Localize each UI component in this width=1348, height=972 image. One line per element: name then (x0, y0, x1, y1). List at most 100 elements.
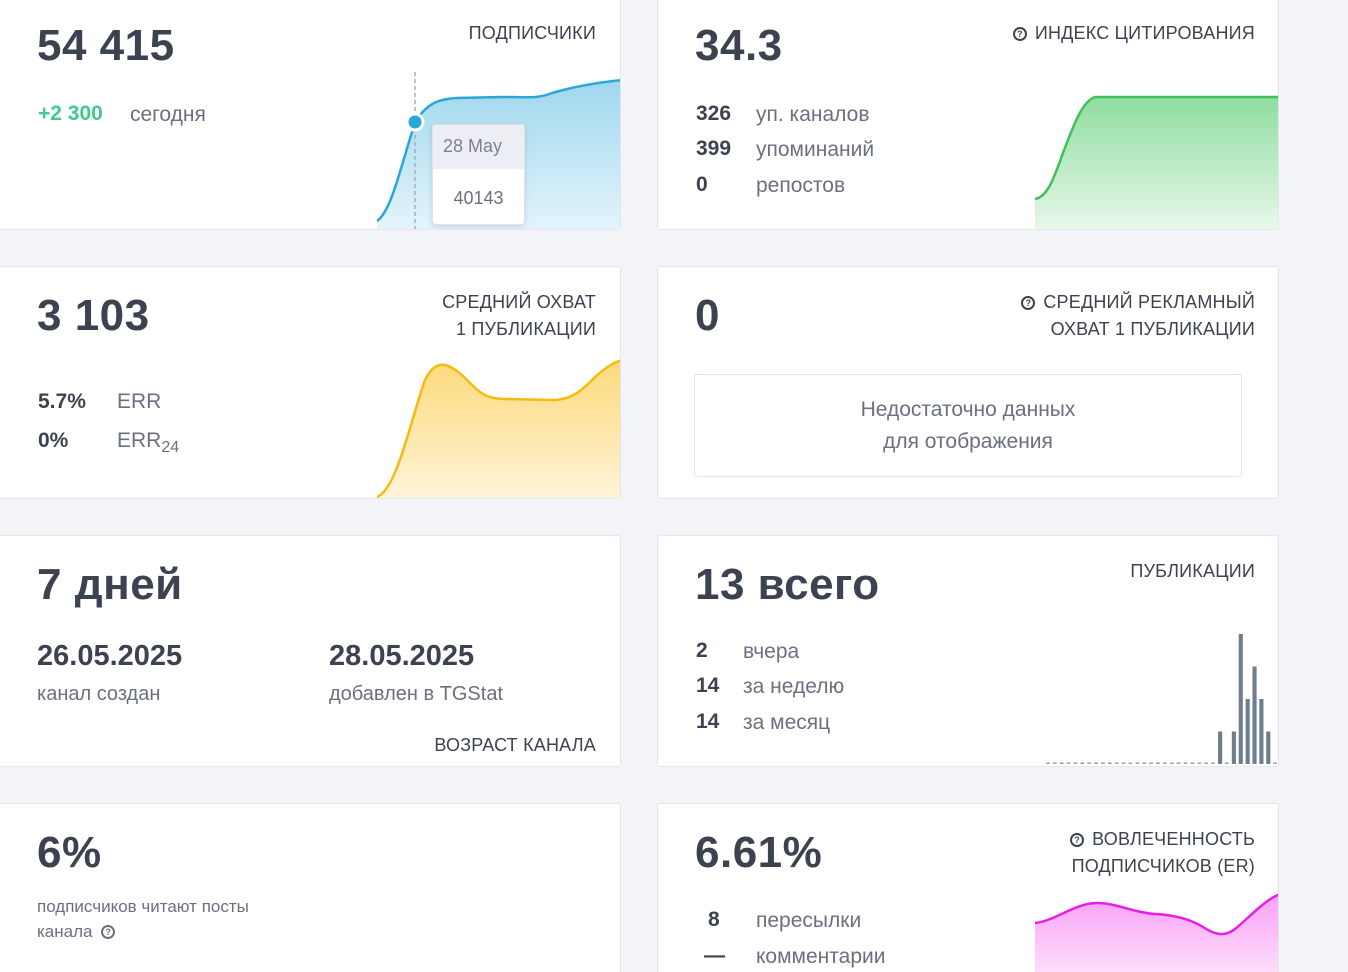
publications-chart[interactable] (1040, 628, 1279, 767)
citation-row-num: 399 (696, 137, 732, 160)
added-date: 28.05.2025 (329, 640, 475, 672)
bar (1066, 762, 1071, 764)
no-data-line1: Недостаточно данных (860, 398, 1076, 421)
publications-row-num: 2 (696, 639, 708, 662)
citation-label: ? ИНДЕКС ЦИТИРОВАНИЯ (1012, 20, 1255, 47)
subscribers-label: ПОДПИСЧИКИ (468, 23, 596, 43)
citation-row-text: репостов (756, 174, 846, 197)
engagement-row-text: пересылки (756, 909, 862, 932)
bar (1135, 762, 1140, 764)
bar[interactable] (1266, 731, 1271, 765)
added-label: добавлен в TGStat (329, 683, 504, 705)
bar (1273, 762, 1277, 764)
publications-row-text: за неделю (743, 675, 845, 698)
bar[interactable] (1231, 731, 1236, 765)
readers-card[interactable]: 6% подписчиков читают посты канала ? (0, 803, 621, 972)
publications-total-text: 13 всего (695, 560, 880, 609)
bar (1169, 762, 1174, 764)
engagement-label: ? ВОВЛЕЧЕННОСТЬ ПОДПИСЧИКОВ (ER) (1070, 826, 1255, 880)
subscribers-line (377, 78, 620, 223)
publications-row-text: за месяц (743, 711, 831, 734)
err24-subscript: 24 (161, 439, 180, 457)
citation-index-value: 34.3 (695, 21, 783, 70)
created-label: канал создан (37, 683, 161, 705)
citation-label-text: ИНДЕКС ЦИТИРОВАНИЯ (1034, 23, 1255, 43)
bar (1128, 762, 1133, 764)
ad-reach-label: ? СРЕДНИЙ РЕКЛАМНЫЙ ОХВАТ 1 ПУБЛИКАЦИИ (1021, 289, 1255, 343)
bar (1080, 762, 1085, 764)
no-data-line2: для отображения (883, 430, 1053, 453)
publications-label: ПУБЛИКАЦИИ (1130, 561, 1255, 581)
bar[interactable] (1238, 634, 1243, 764)
help-icon[interactable]: ? (101, 925, 116, 939)
created-date: 26.05.2025 (37, 640, 183, 672)
err-value: 5.7% (38, 390, 86, 413)
publications-card[interactable]: 13 всего ПУБЛИКАЦИИ 2 вчера 14 за неделю… (657, 535, 1279, 767)
publications-row-num: 14 (696, 710, 720, 733)
ad-reach-card[interactable]: 0 ? СРЕДНИЙ РЕКЛАМНЫЙ ОХВАТ 1 ПУБЛИКАЦИИ … (657, 266, 1279, 499)
subscribers-tooltip: 28 May 40143 (432, 124, 525, 225)
subscribers-hover-point[interactable] (405, 112, 425, 132)
readers-percent: 6% (37, 828, 102, 877)
bar[interactable] (1245, 699, 1250, 764)
tooltip-value: 40143 (453, 188, 504, 208)
help-icon[interactable]: ? (1012, 27, 1027, 41)
bar (1204, 762, 1209, 764)
err24-value: 0% (38, 429, 69, 452)
reach-line (377, 359, 620, 498)
bar (1087, 762, 1092, 764)
bar (1101, 762, 1105, 764)
citation-row-num: 0 (696, 173, 708, 196)
bar (1073, 762, 1078, 764)
citation-chart[interactable] (1035, 91, 1279, 230)
publications-row-text: вчера (743, 640, 800, 663)
bar (1046, 762, 1050, 764)
publications-row-num: 14 (696, 674, 720, 697)
readers-description: подписчиков читают посты канала ? (37, 894, 249, 944)
bar (1163, 762, 1167, 764)
citation-card[interactable]: 34.3 ? ИНДЕКС ЦИТИРОВАНИЯ 326 уп. каналов… (657, 0, 1279, 230)
bar (1107, 762, 1112, 764)
bar (1149, 762, 1154, 764)
engagement-card[interactable]: 6.61% ? ВОВЛЕЧЕННОСТЬ ПОДПИСЧИКОВ (ER) 8 … (657, 803, 1279, 972)
channel-age-card[interactable]: 7 дней 26.05.2025 канал создан 28.05.202… (0, 535, 621, 767)
bar (1156, 762, 1160, 764)
engagement-row-num: 8 (708, 908, 720, 931)
subscribers-card[interactable]: 54 415 ПОДПИСЧИКИ +2 300 сегодня 28 May … (0, 0, 621, 230)
citation-row-text: уп. каналов (756, 103, 870, 126)
err24-label: ERR24 (117, 429, 179, 457)
engagement-row-text: комментарии (756, 945, 886, 968)
bar (1183, 762, 1188, 764)
bar[interactable] (1218, 731, 1223, 765)
reach-chart[interactable] (377, 355, 621, 499)
reach-label-line2: 1 ПУБЛИКАЦИИ (455, 319, 596, 339)
readers-text-line1: подписчиков читают посты (37, 897, 249, 916)
citation-row-num: 326 (696, 102, 732, 125)
no-data-placeholder: Недостаточно данных для отображения (694, 374, 1242, 477)
bar[interactable] (1259, 699, 1264, 764)
engagement-label-line2: ПОДПИСЧИКОВ (ER) (1071, 856, 1255, 876)
subscribers-today-delta: +2 300 (38, 102, 103, 125)
bar (1059, 762, 1064, 764)
publications-total: 13 всего (695, 560, 880, 610)
bar (1197, 762, 1202, 764)
bar (1190, 762, 1195, 764)
engagement-value: 6.61% (695, 828, 823, 877)
reach-card[interactable]: 3 103 СРЕДНИЙ ОХВАТ 1 ПУБЛИКАЦИИ 5.7% ER… (0, 266, 621, 499)
engagement-area (1035, 894, 1278, 972)
bar (1176, 762, 1181, 764)
bar (1211, 762, 1215, 764)
reach-area (377, 360, 620, 498)
help-icon[interactable]: ? (1021, 296, 1036, 310)
engagement-chart[interactable] (1035, 889, 1279, 972)
ad-reach-value: 0 (695, 291, 720, 340)
bar (1121, 762, 1126, 764)
help-icon[interactable]: ? (1070, 833, 1085, 847)
channel-age-label: ВОЗРАСТ КАНАЛА (434, 735, 596, 755)
reach-label-line1: СРЕДНИЙ ОХВАТ (442, 292, 596, 312)
bar[interactable] (1252, 666, 1257, 765)
ad-reach-label-line1: СРЕДНИЙ РЕКЛАМНЫЙ (1043, 292, 1255, 312)
bar (1142, 762, 1147, 764)
err-label: ERR (117, 390, 162, 413)
channel-age-value: 7 дней (37, 560, 183, 609)
